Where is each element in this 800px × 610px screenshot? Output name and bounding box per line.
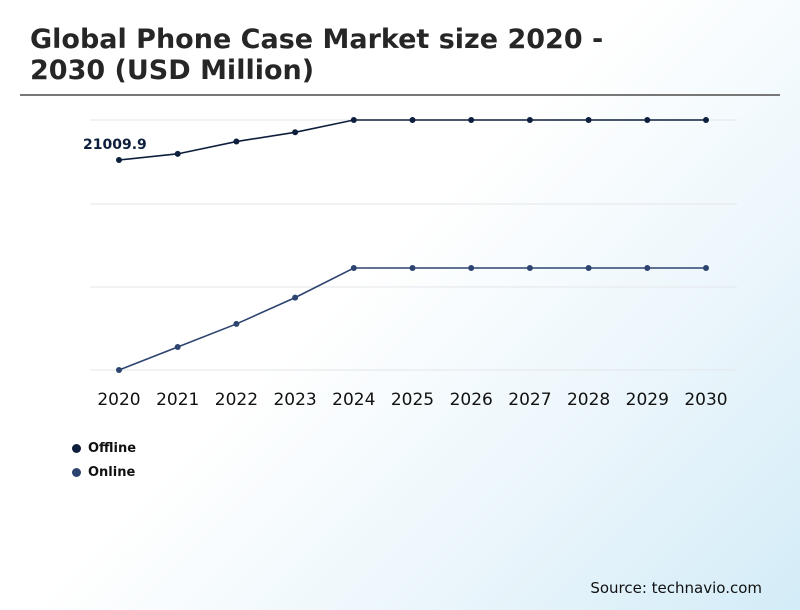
x-tick-label: 2030 [684, 390, 727, 410]
data-point-online [233, 320, 240, 327]
legend-marker-online [72, 467, 81, 477]
legend-label-offline: Offline [88, 440, 137, 456]
x-tick-label: 2025 [391, 390, 434, 410]
annotations: 21009.9 [83, 137, 147, 153]
x-tick-label: 2023 [273, 390, 316, 410]
title-divider [20, 94, 780, 96]
data-point-online [116, 367, 122, 373]
data-label-offline-2020: 21009.9 [83, 137, 147, 153]
x-tick-label: 2028 [567, 390, 610, 410]
data-point-online [703, 265, 709, 271]
data-point-offline [233, 138, 240, 145]
source-note: Source: technavio.com [590, 579, 762, 597]
legend-marker-offline [72, 443, 81, 453]
data-point-offline [116, 157, 122, 163]
data-point-offline [350, 117, 357, 123]
data-point-offline [585, 117, 592, 123]
chart-title: Global Phone Case Market size 2020 - 203… [30, 24, 604, 86]
data-point-offline [644, 117, 651, 123]
data-point-online [409, 265, 416, 271]
data-point-online [644, 265, 651, 271]
data-point-online [468, 265, 475, 271]
x-tick-label: 2020 [97, 390, 140, 410]
data-point-offline [409, 117, 416, 123]
chart-series [116, 117, 709, 373]
x-tick-label: 2021 [156, 390, 199, 410]
legend-label-online: Online [88, 464, 136, 480]
x-tick-label: 2024 [332, 390, 375, 410]
legend-item-online: Online [72, 460, 136, 484]
line-chart: 2020 2021 2022 2023 2024 2025 2026 2027 2028 2029… [83, 117, 737, 410]
data-point-online [350, 265, 357, 271]
x-tick-label: 2026 [450, 390, 493, 410]
x-tick-label: 2022 [215, 390, 258, 410]
data-point-offline [468, 117, 475, 123]
data-point-online [174, 343, 181, 350]
data-point-online [292, 294, 299, 301]
data-point-offline [292, 129, 299, 136]
legend-item-offline: Offline [72, 436, 136, 460]
data-point-online [585, 265, 592, 271]
x-tick-label: 2029 [626, 390, 669, 410]
data-point-online [526, 265, 533, 271]
data-point-offline [174, 150, 181, 157]
x-tick-label: 2027 [508, 390, 551, 410]
data-point-offline [703, 117, 709, 123]
x-axis: 2020 2021 2022 2023 2024 2025 2026 2027 2028 2029… [97, 390, 727, 410]
data-point-offline [526, 117, 533, 123]
chart-legend: Offline Online [72, 436, 136, 484]
series-line-offline [118, 119, 706, 161]
grid-lines [90, 119, 737, 371]
series-line-online [118, 267, 706, 371]
